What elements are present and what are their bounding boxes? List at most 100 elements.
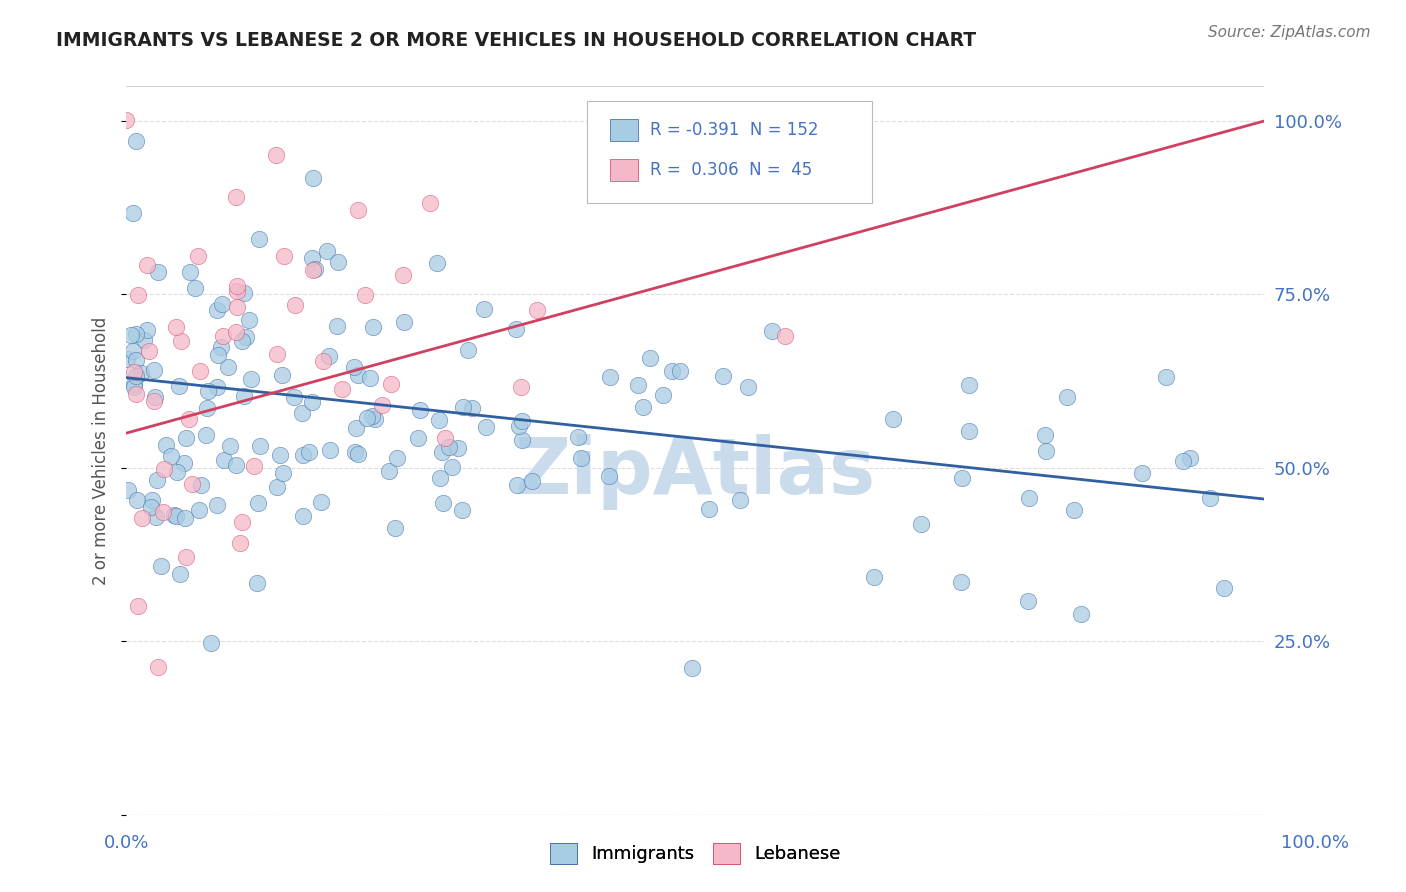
Point <box>205 498 228 512</box>
Bar <box>610 159 638 181</box>
Text: R = -0.391  N = 152: R = -0.391 N = 152 <box>650 121 818 139</box>
Point <box>1154 370 1177 384</box>
Point <box>344 421 367 435</box>
Point <box>316 244 339 258</box>
Text: R =  0.306  N =  45: R = 0.306 N = 45 <box>650 161 811 179</box>
Point <box>598 469 620 483</box>
Point <box>627 377 650 392</box>
Point <box>266 347 288 361</box>
Point <box>146 473 169 487</box>
Point <box>169 567 191 582</box>
Point <box>699 502 721 516</box>
Point <box>1130 466 1153 480</box>
Point <box>957 377 980 392</box>
Point <box>225 326 247 340</box>
Point <box>122 377 145 392</box>
Text: 100.0%: 100.0% <box>1281 834 1348 852</box>
Point <box>312 354 335 368</box>
Point <box>1171 454 1194 468</box>
Point <box>190 478 212 492</box>
Point <box>728 492 751 507</box>
Point <box>211 297 233 311</box>
Point <box>950 574 973 589</box>
Point <box>139 500 162 514</box>
Point <box>195 401 218 415</box>
Point <box>243 458 266 473</box>
Point <box>510 433 533 447</box>
Point <box>419 196 441 211</box>
Point <box>361 319 384 334</box>
Point <box>311 495 333 509</box>
Point <box>138 343 160 358</box>
Point <box>177 412 200 426</box>
Point <box>214 453 236 467</box>
Point <box>510 380 533 394</box>
Point <box>506 478 529 492</box>
Point <box>652 388 675 402</box>
Point <box>225 458 247 472</box>
Point <box>434 430 457 444</box>
Point <box>346 202 368 217</box>
Point <box>229 536 252 550</box>
Legend: Immigrants, Lebanese: Immigrants, Lebanese <box>543 836 848 871</box>
Point <box>761 324 783 338</box>
Point <box>737 380 759 394</box>
Point <box>1063 502 1085 516</box>
Point <box>150 558 173 573</box>
Point <box>567 430 589 444</box>
Point <box>141 493 163 508</box>
Point <box>117 483 139 497</box>
Point <box>302 262 325 277</box>
Point <box>195 428 218 442</box>
Point <box>217 359 239 374</box>
Point <box>711 368 734 383</box>
Point <box>510 414 533 428</box>
Point <box>238 313 260 327</box>
Point <box>231 334 253 349</box>
Point <box>1018 491 1040 505</box>
Point <box>378 464 401 478</box>
Point <box>212 328 235 343</box>
Point <box>283 390 305 404</box>
Point <box>152 462 174 476</box>
Point <box>247 232 270 246</box>
Point <box>450 503 472 517</box>
Point <box>165 319 187 334</box>
Point <box>364 411 387 425</box>
Point <box>121 344 143 359</box>
Point <box>301 251 323 265</box>
Point <box>301 394 323 409</box>
Point <box>569 450 592 465</box>
Point <box>391 268 413 282</box>
Point <box>347 446 370 460</box>
Point <box>266 480 288 494</box>
Point <box>380 376 402 391</box>
Point <box>125 493 148 508</box>
Point <box>134 333 156 347</box>
Point <box>207 348 229 362</box>
Point <box>226 300 249 314</box>
Point <box>1180 450 1202 465</box>
Point <box>145 510 167 524</box>
Point <box>166 465 188 479</box>
Point <box>1199 491 1222 506</box>
Point <box>235 330 257 344</box>
Point <box>180 477 202 491</box>
Point <box>142 393 165 408</box>
Point <box>298 445 321 459</box>
Point <box>910 516 932 531</box>
Point <box>163 508 186 522</box>
Point <box>326 319 349 334</box>
Point <box>146 660 169 674</box>
Point <box>344 445 367 459</box>
Point <box>197 384 219 398</box>
Point <box>526 303 548 318</box>
Point <box>173 456 195 470</box>
Point <box>284 298 307 312</box>
Point <box>359 371 381 385</box>
Point <box>226 284 249 298</box>
Point <box>430 444 453 458</box>
Point <box>638 351 661 365</box>
Point <box>384 521 406 535</box>
Point <box>271 368 294 382</box>
